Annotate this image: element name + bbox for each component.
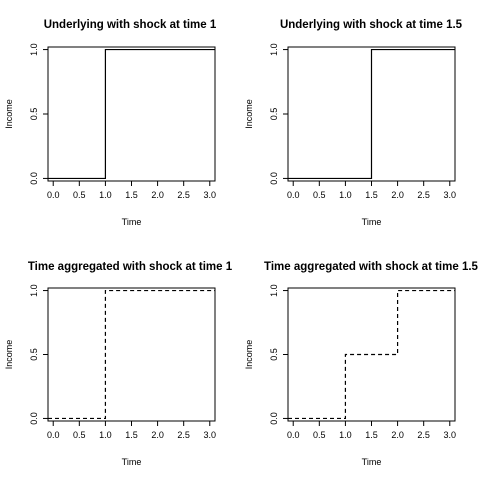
x-tick-label: 3.0: [204, 190, 217, 200]
x-tick-label: 2.0: [391, 430, 404, 440]
chart-title: Time aggregated with shock at time 1: [28, 261, 233, 273]
y-tick-label: 1.0: [29, 284, 39, 297]
x-tick-label: 1.0: [339, 430, 352, 440]
y-tick-label: 0.0: [269, 172, 279, 185]
y-tick-label: 0.5: [29, 348, 39, 361]
series-line-1: [48, 289, 215, 420]
x-tick-label: 2.5: [417, 430, 430, 440]
x-tick-label: 1.5: [125, 190, 138, 200]
y-axis-label: Income: [244, 99, 254, 129]
x-tick-label: 0.5: [73, 190, 86, 200]
y-tick-label: 0.0: [29, 172, 39, 185]
chart-panel-3: Time aggregated with shock at time 1 0.0 0…: [4, 261, 233, 467]
x-tick-label: 2.0: [151, 190, 164, 200]
x-tick-label: 0.0: [47, 190, 60, 200]
y-tick-label: 1.0: [269, 43, 279, 56]
series-line-1: [288, 48, 455, 180]
chart-panel-2: Underlying with shock at time 1.5 0.0 0.5 1…: [244, 19, 463, 227]
x-tick-label: 2.5: [417, 190, 430, 200]
y-axis-label: Income: [244, 340, 254, 370]
series-line-1: [288, 289, 455, 420]
x-tick-label: 1.0: [99, 190, 112, 200]
y-tick-label: 0.5: [269, 348, 279, 361]
chart-title: Time aggregated with shock at time 1.5: [264, 261, 478, 273]
y-tick-label: 0.5: [269, 108, 279, 121]
chart-panel-1: Underlying with shock at time 1 0.0 0.5 1.0…: [4, 19, 217, 227]
x-tick-label: 1.0: [99, 430, 112, 440]
x-tick-label: 0.5: [73, 430, 86, 440]
x-tick-label: 1.5: [125, 430, 138, 440]
x-axis-label: Time: [362, 457, 382, 467]
y-axis-label: Income: [4, 340, 14, 370]
y-tick-label: 0.0: [269, 412, 279, 425]
x-tick-label: 1.5: [365, 430, 378, 440]
x-tick-label: 0.0: [287, 190, 300, 200]
x-tick-label: 1.5: [365, 190, 378, 200]
series-line-1: [48, 48, 215, 180]
x-tick-label: 2.5: [177, 430, 190, 440]
x-tick-label: 3.0: [204, 430, 217, 440]
x-tick-label: 2.0: [391, 190, 404, 200]
x-tick-label: 3.0: [444, 190, 457, 200]
chart-title: Underlying with shock at time 1.5: [280, 19, 463, 31]
x-axis-label: Time: [122, 457, 142, 467]
y-axis-label: Income: [4, 99, 14, 129]
x-tick-label: 0.0: [287, 430, 300, 440]
x-tick-label: 1.0: [339, 190, 352, 200]
x-axis-label: Time: [122, 217, 142, 227]
chart-panel-4: Time aggregated with shock at time 1.5 0.…: [244, 261, 479, 467]
x-tick-label: 0.0: [47, 430, 60, 440]
y-tick-label: 1.0: [29, 43, 39, 56]
x-tick-label: 3.0: [444, 430, 457, 440]
chart-title: Underlying with shock at time 1: [44, 19, 217, 31]
y-tick-label: 0.0: [29, 412, 39, 425]
x-tick-label: 2.5: [177, 190, 190, 200]
plot-frame: [47, 46, 216, 182]
y-tick-label: 1.0: [269, 284, 279, 297]
x-axis-label: Time: [362, 217, 382, 227]
y-tick-label: 0.5: [29, 108, 39, 121]
x-tick-label: 2.0: [151, 430, 164, 440]
x-tick-label: 0.5: [313, 430, 326, 440]
plot-frame: [47, 287, 216, 422]
x-tick-label: 0.5: [313, 190, 326, 200]
